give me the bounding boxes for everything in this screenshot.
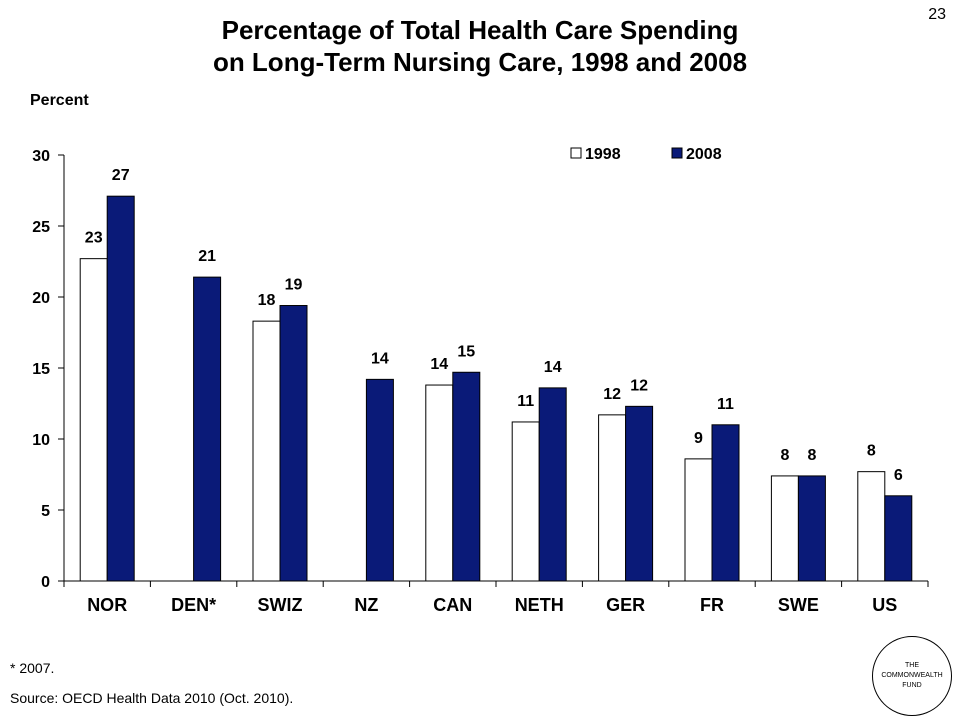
y-tick-label: 25 <box>32 219 50 236</box>
x-category-label: SWE <box>778 595 819 615</box>
footnote: * 2007. <box>10 660 55 676</box>
y-tick-label: 30 <box>32 148 50 165</box>
data-label-1998-NOR: 23 <box>85 230 103 247</box>
legend-label-1998: 1998 <box>585 146 621 163</box>
legend-swatch-2008 <box>671 147 683 159</box>
logo-line-3: FUND <box>902 682 922 689</box>
data-label-2008-GER: 12 <box>630 377 648 394</box>
bar-1998-NETH <box>511 421 540 582</box>
data-label-1998-FR: 9 <box>694 430 703 447</box>
logo-line-1: THE <box>905 662 919 669</box>
bar-2008-SWE <box>797 475 826 582</box>
legend-swatch-1998 <box>570 147 582 159</box>
source-note: Source: OECD Health Data 2010 (Oct. 2010… <box>10 690 294 706</box>
data-label-2008-NZ: 14 <box>371 350 389 367</box>
data-label-2008-SWIZ: 19 <box>285 277 303 294</box>
data-label-2008-CAN: 15 <box>457 343 475 360</box>
data-label-2008-FR: 11 <box>717 396 734 413</box>
x-category-label: NOR <box>87 595 127 615</box>
x-category-label: US <box>872 595 897 615</box>
bar-1998-SWE <box>770 475 799 582</box>
bar-2008-SWIZ <box>279 305 308 582</box>
bar-1998-SWIZ <box>252 320 281 582</box>
x-category-label: DEN* <box>171 595 216 615</box>
y-tick-label: 5 <box>41 503 50 520</box>
data-label-2008-SWE: 8 <box>807 447 816 464</box>
data-label-2008-US: 6 <box>894 467 903 484</box>
x-category-label: CAN <box>433 595 472 615</box>
legend-label-2008: 2008 <box>686 146 722 163</box>
x-category-label: GER <box>606 595 645 615</box>
logo-line-2: COMMONWEALTH <box>881 672 943 679</box>
bar-2008-FR <box>711 424 740 582</box>
bar-1998-NOR <box>79 258 108 582</box>
data-label-1998-NETH: 11 <box>517 393 534 410</box>
data-label-1998-SWE: 8 <box>780 447 789 464</box>
y-tick-label: 0 <box>41 574 50 591</box>
slide-number: 23 <box>928 6 946 23</box>
data-label-1998-CAN: 14 <box>430 356 448 373</box>
bar-1998-FR <box>684 458 713 582</box>
bar-2008-NOR <box>106 195 135 582</box>
bar-2008-DEN* <box>193 276 222 582</box>
bar-2008-US <box>884 495 913 582</box>
y-tick-label: 10 <box>32 432 50 449</box>
data-label-2008-NOR: 27 <box>112 167 130 184</box>
y-tick-label: 20 <box>32 290 50 307</box>
data-label-1998-GER: 12 <box>603 386 621 403</box>
bar-2008-GER <box>625 405 654 582</box>
bar-1998-CAN <box>425 384 454 582</box>
x-category-label: NZ <box>354 595 378 615</box>
x-category-label: FR <box>700 595 724 615</box>
y-axis-label: Percent <box>30 92 89 109</box>
bar-2008-CAN <box>452 371 481 582</box>
x-category-label: SWIZ <box>258 595 303 615</box>
data-label-1998-SWIZ: 18 <box>258 292 276 309</box>
y-tick-label: 15 <box>32 361 50 378</box>
bar-2008-NZ <box>365 378 394 582</box>
chart-title: Percentage of Total Health Care Spending… <box>0 14 960 78</box>
chart-title-line-1: Percentage of Total Health Care Spending <box>221 15 739 45</box>
commonwealth-fund-logo: THE COMMONWEALTH FUND <box>872 636 952 716</box>
chart-title-line-2: on Long-Term Nursing Care, 1998 and 2008 <box>212 47 748 77</box>
data-label-2008-DEN*: 21 <box>198 248 216 265</box>
data-label-2008-NETH: 14 <box>544 359 562 376</box>
x-category-label: NETH <box>515 595 564 615</box>
bar-2008-NETH <box>538 387 567 582</box>
data-label-1998-US: 8 <box>867 443 876 460</box>
bar-1998-GER <box>598 414 627 582</box>
bar-1998-US <box>857 471 886 582</box>
